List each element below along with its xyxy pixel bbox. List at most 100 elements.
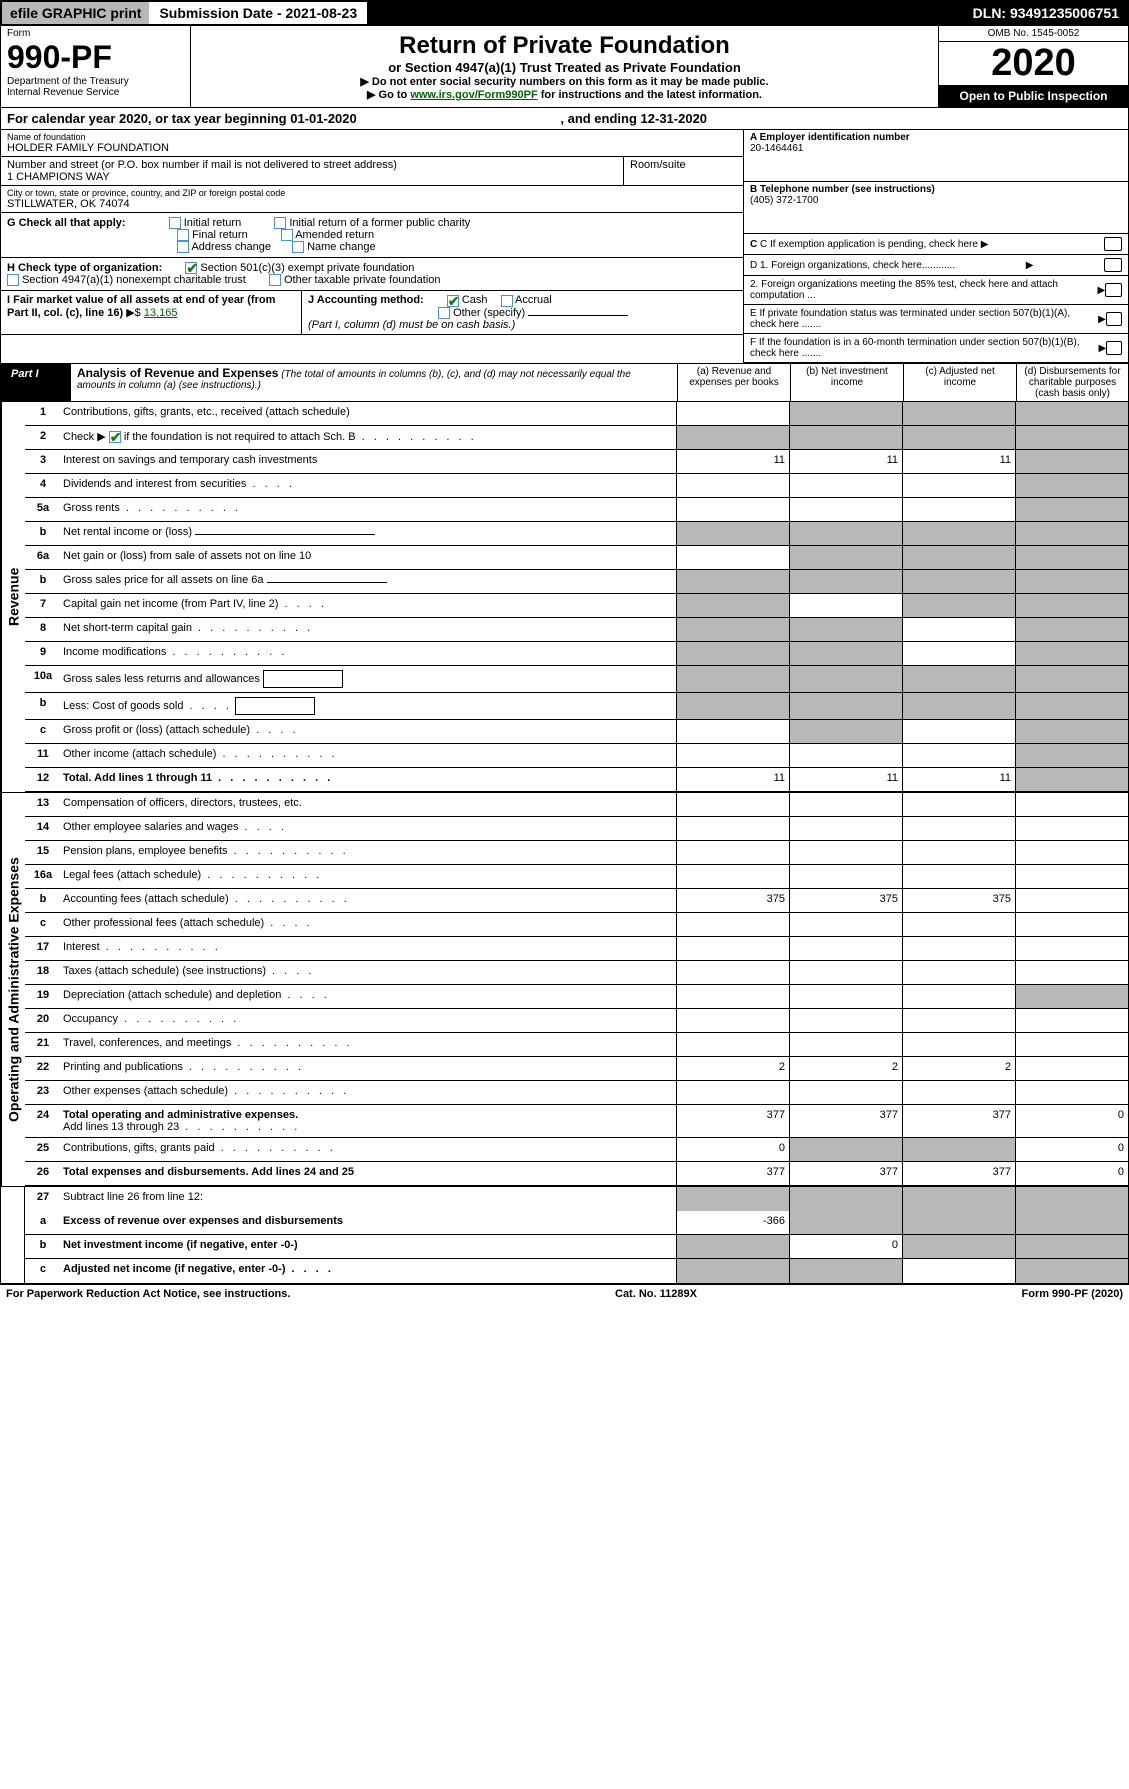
note2-post: for instructions and the latest informat…	[538, 89, 762, 101]
l22-desc: Printing and publications	[61, 1057, 676, 1080]
name-change-cb[interactable]	[292, 241, 304, 253]
initial-former-cb[interactable]	[274, 217, 286, 229]
g-label: G Check all that apply:	[7, 217, 126, 229]
cal-end: 12-31-2020	[641, 111, 708, 126]
revenue-side-label: Revenue	[1, 402, 25, 792]
ln19: 19	[25, 985, 61, 1008]
e-text: E If private foundation status was termi…	[750, 308, 1098, 330]
line27-table: 27Subtract line 26 from line 12: aExcess…	[0, 1187, 1129, 1284]
j-cash: Cash	[462, 294, 488, 306]
col-c-head: (c) Adjusted net income	[903, 364, 1016, 401]
city-label: City or town, state or province, country…	[7, 188, 737, 198]
j-other: Other (specify)	[453, 307, 525, 319]
h-opt2: Section 4947(a)(1) nonexempt charitable …	[22, 274, 246, 286]
ln26: 26	[25, 1162, 61, 1185]
l6b-desc: Gross sales price for all assets on line…	[61, 570, 676, 593]
r27bb: 0	[789, 1235, 902, 1258]
d2-text: 2. Foreign organizations meeting the 85%…	[750, 279, 1098, 301]
cash-cb[interactable]	[447, 295, 459, 307]
d1-box[interactable]	[1104, 258, 1122, 272]
schb-cb[interactable]	[109, 431, 121, 443]
l23-desc: Other expenses (attach schedule)	[61, 1081, 676, 1104]
4947-cb[interactable]	[7, 274, 19, 286]
other-cb[interactable]	[438, 307, 450, 319]
year: 2020	[939, 42, 1128, 85]
ln18: 18	[25, 961, 61, 984]
l3-desc: Interest on savings and temporary cash i…	[61, 450, 676, 473]
g-opt0: Initial return	[184, 217, 241, 229]
address-change-cb[interactable]	[177, 241, 189, 253]
initial-return-cb[interactable]	[169, 217, 181, 229]
irs: Internal Revenue Service	[7, 87, 184, 98]
ln15: 15	[25, 841, 61, 864]
ln1: 1	[25, 402, 61, 425]
r26d: 0	[1015, 1162, 1128, 1185]
city-val: STILLWATER, OK 74074	[7, 198, 737, 210]
info-left: Name of foundation HOLDER FAMILY FOUNDAT…	[1, 130, 743, 363]
l7-desc: Capital gain net income (from Part IV, l…	[61, 594, 676, 617]
r12b: 11	[789, 768, 902, 791]
d2-box[interactable]	[1105, 283, 1122, 297]
open-public: Open to Public Inspection	[939, 85, 1128, 107]
l14-desc: Other employee salaries and wages	[61, 817, 676, 840]
l27b-desc: Net investment income (if negative, ente…	[61, 1235, 676, 1258]
form-box: Form 990-PF Department of the Treasury I…	[1, 26, 191, 107]
final-return-cb[interactable]	[177, 229, 189, 241]
l12-desc: Total. Add lines 1 through 11	[61, 768, 676, 791]
l16a-desc: Legal fees (attach schedule)	[61, 865, 676, 888]
ein-label: A Employer identification number	[750, 132, 910, 143]
ln25: 25	[25, 1138, 61, 1161]
r3a: 11	[676, 450, 789, 473]
r12c: 11	[902, 768, 1015, 791]
l11-desc: Other income (attach schedule)	[61, 744, 676, 767]
ln16c: c	[25, 913, 61, 936]
g-opt5: Name change	[307, 241, 376, 253]
f-box[interactable]	[1106, 341, 1122, 355]
col-d-head: (d) Disbursements for charitable purpose…	[1016, 364, 1129, 401]
l8-desc: Net short-term capital gain	[61, 618, 676, 641]
note2: ▶ Go to www.irs.gov/Form990PF for instru…	[197, 88, 932, 101]
ln21: 21	[25, 1033, 61, 1056]
submission-date: Submission Date - 2021-08-23	[151, 2, 367, 24]
ln6a: 6a	[25, 546, 61, 569]
l6a-desc: Net gain or (loss) from sale of assets n…	[61, 546, 676, 569]
r24c: 377	[902, 1105, 1015, 1137]
addr-label: Number and street (or P.O. box number if…	[7, 159, 617, 171]
ln13: 13	[25, 793, 61, 816]
amended-cb[interactable]	[281, 229, 293, 241]
addr-val: 1 CHAMPIONS WAY	[7, 171, 617, 183]
501c3-cb[interactable]	[185, 262, 197, 274]
i-val[interactable]: 13,165	[144, 307, 178, 319]
l20-desc: Occupancy	[61, 1009, 676, 1032]
l1-desc: Contributions, gifts, grants, etc., rece…	[61, 402, 676, 425]
l21-desc: Travel, conferences, and meetings	[61, 1033, 676, 1056]
ein-val: 20-1464461	[750, 143, 803, 154]
part1-title: Analysis of Revenue and Expenses	[77, 366, 278, 380]
c-box[interactable]	[1104, 237, 1122, 251]
part1-header: Part I Analysis of Revenue and Expenses …	[0, 363, 1129, 402]
r16ba: 375	[676, 889, 789, 912]
footer-right: Form 990-PF (2020)	[1022, 1288, 1123, 1300]
revenue-table: Revenue 1Contributions, gifts, grants, e…	[0, 402, 1129, 793]
ln4: 4	[25, 474, 61, 497]
accrual-cb[interactable]	[501, 295, 513, 307]
ln5b: b	[25, 522, 61, 545]
l4-desc: Dividends and interest from securities	[61, 474, 676, 497]
efile-label: efile GRAPHIC print	[2, 2, 151, 24]
form-header: Form 990-PF Department of the Treasury I…	[0, 26, 1129, 108]
l5a-desc: Gross rents	[61, 498, 676, 521]
ln23: 23	[25, 1081, 61, 1104]
irs-link[interactable]: www.irs.gov/Form990PF	[410, 89, 537, 101]
year-box: OMB No. 1545-0052 2020 Open to Public In…	[938, 26, 1128, 107]
phone-label: B Telephone number (see instructions)	[750, 184, 935, 195]
other-taxable-cb[interactable]	[269, 274, 281, 286]
l10c-desc: Gross profit or (loss) (attach schedule)	[61, 720, 676, 743]
phone-cell: B Telephone number (see instructions) (4…	[744, 182, 1128, 234]
r3c: 11	[902, 450, 1015, 473]
l10b-desc: Less: Cost of goods sold	[61, 693, 676, 719]
r24a: 377	[676, 1105, 789, 1137]
info-right: A Employer identification number 20-1464…	[743, 130, 1128, 363]
foundation-name: HOLDER FAMILY FOUNDATION	[7, 142, 737, 154]
title: Return of Private Foundation	[197, 32, 932, 60]
e-box[interactable]	[1106, 312, 1122, 326]
